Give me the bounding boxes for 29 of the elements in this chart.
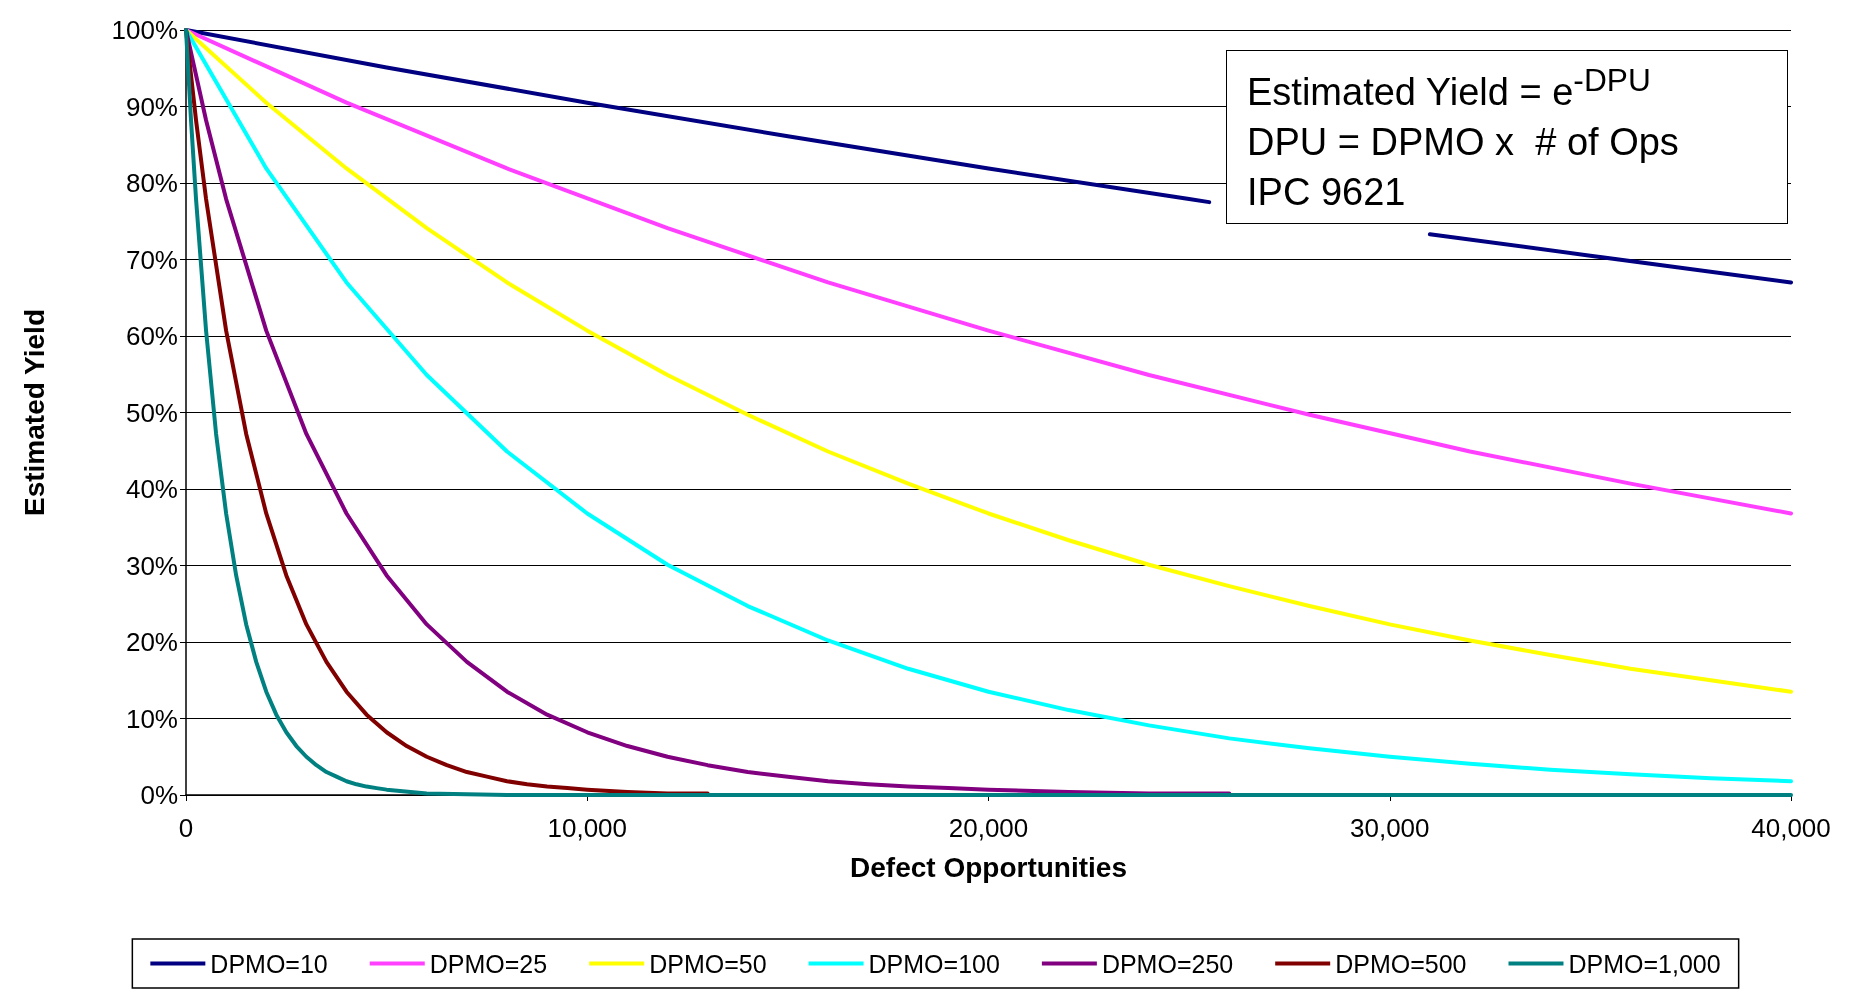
y-tick-label: 20% xyxy=(125,627,178,657)
legend-label: DPMO=100 xyxy=(868,949,1000,978)
y-tick-label: 10% xyxy=(125,703,178,734)
y-tick-label: 100% xyxy=(111,15,178,45)
x-tick-label: 10,000 xyxy=(547,813,628,843)
x-tick-label: 0 xyxy=(178,813,194,843)
legend-label: DPMO=10 xyxy=(210,949,328,978)
legend-label: DPMO=25 xyxy=(429,949,548,978)
legend-label: DPMO=1,000 xyxy=(1568,949,1721,978)
y-tick-label: 30% xyxy=(125,550,178,581)
y-tick-label: 50% xyxy=(125,397,178,428)
legend-label: DPMO=250 xyxy=(1101,949,1234,978)
y-tick-label: 60% xyxy=(125,321,178,351)
note-box: Estimated Yield = e$^{-DPU}$ DPU = DPMO x # of Ops IPC 9621 xyxy=(1226,50,1788,224)
y-tick-label: 70% xyxy=(125,244,178,275)
y-tick-label: 90% xyxy=(125,91,178,122)
y-axis-title: Estimated Yield xyxy=(18,309,50,516)
x-tick-label: 20,000 xyxy=(948,813,1029,843)
annotation: DPU = DPMO x # of Ops xyxy=(1247,119,1680,165)
x-tick-label: 30,000 xyxy=(1349,813,1430,843)
y-tick-label: 0% xyxy=(140,780,178,810)
y-tick-label: 40% xyxy=(125,474,178,504)
annotation: IPC 9621 xyxy=(1247,169,1407,215)
legend-label: DPMO=500 xyxy=(1335,949,1467,978)
x-tick-label: 40,000 xyxy=(1751,813,1831,843)
legend-label: DPMO=50 xyxy=(649,949,767,978)
y-tick-label: 80% xyxy=(125,168,178,198)
annotation: Estimated Yield = e$^{-DPU}$ xyxy=(1247,61,1652,115)
x-axis-title: Defect Opportunities xyxy=(850,851,1127,883)
